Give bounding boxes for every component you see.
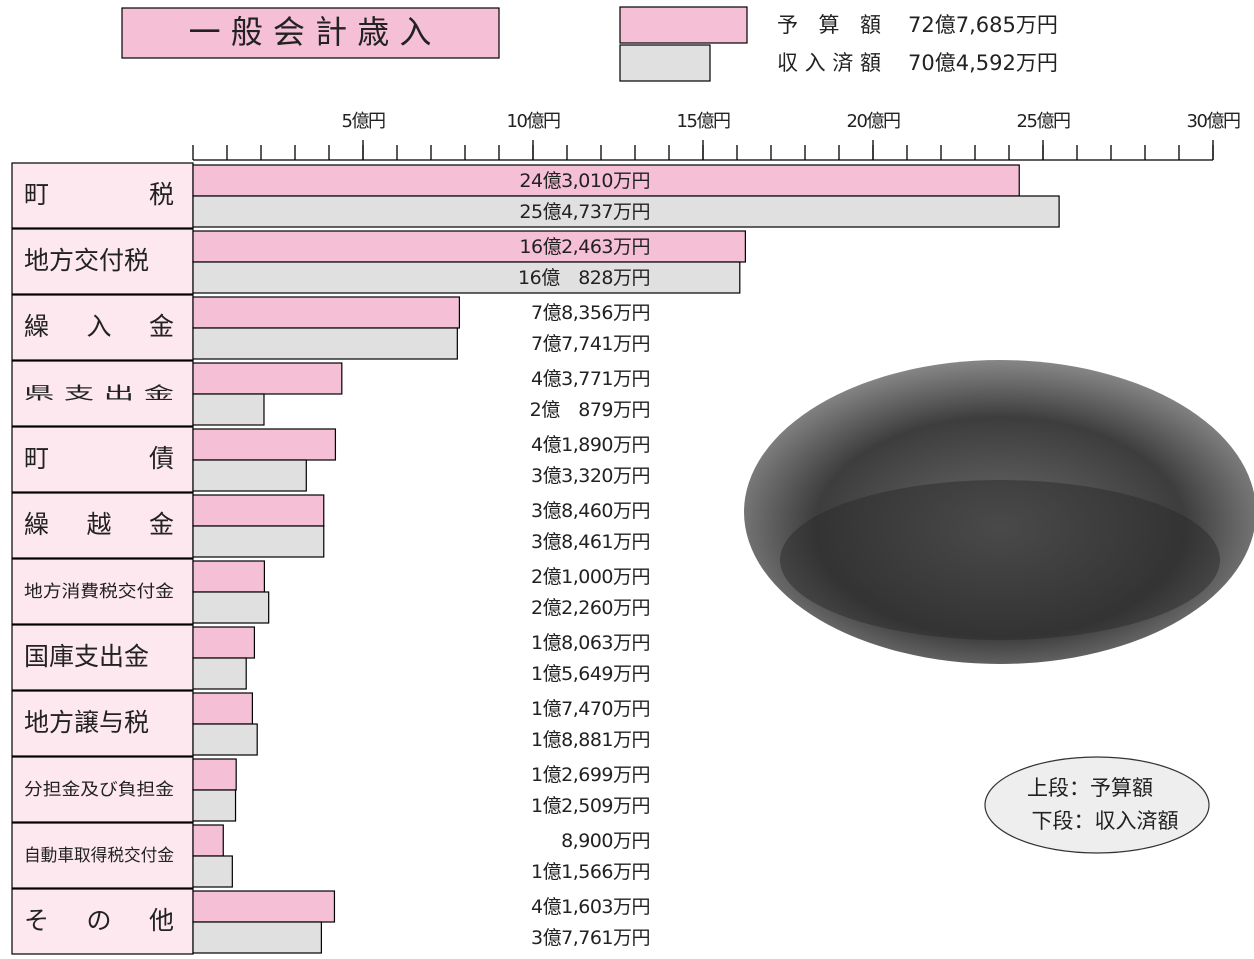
category-label: 町 税 (24, 180, 174, 209)
x-tick-label: 15億円 (677, 111, 730, 132)
bar (193, 790, 236, 821)
bar (193, 297, 459, 328)
value-label: 1億2,699万円 (531, 764, 650, 786)
legend-swatch (620, 45, 710, 81)
category-label: 地方交付税 (24, 246, 149, 275)
legend-swatch (620, 7, 747, 43)
bar (193, 394, 264, 425)
chart-title: 一 般 会 計 歳 入 (189, 13, 432, 51)
value-label: 3億8,461万円 (531, 531, 650, 553)
category-label: 地方譲与税 (24, 708, 149, 737)
bar (193, 262, 740, 293)
bar (193, 561, 264, 592)
legend-label: 予 算 額 (777, 13, 881, 37)
value-label: 7億7,741万円 (531, 333, 650, 355)
category-label: 国庫支出金 (24, 642, 149, 671)
value-label: 7億8,356万円 (531, 302, 650, 324)
bar (193, 856, 232, 887)
category-label: 繰 越 金 (24, 510, 174, 539)
category-label: そ の 他 (24, 906, 174, 935)
bar (193, 328, 457, 359)
category-label: 自動車取得税交付金 (24, 846, 174, 866)
value-label: 1億5,649万円 (531, 663, 650, 685)
category-label: 町 債 (24, 444, 174, 473)
value-label: 1億7,470万円 (531, 698, 650, 720)
legend-label: 収入済額 (777, 51, 881, 75)
x-tick-label: 10億円 (507, 111, 560, 132)
chart: 一 般 会 計 歳 入 上段：予算額 下段：収入済額 予 算 額 72億7,685… (0, 0, 1254, 959)
bar (193, 495, 324, 526)
x-tick-label: 30億円 (1187, 111, 1240, 132)
annotation: 上段：予算額 (1027, 776, 1153, 800)
bar (193, 363, 342, 394)
photo-crowd (780, 480, 1220, 640)
value-label: 25億4,737万円 (519, 201, 650, 223)
value-label: 4億3,771万円 (531, 368, 650, 390)
value-label: 3億8,460万円 (531, 500, 650, 522)
value-label: 1億8,063万円 (531, 632, 650, 654)
bar (193, 759, 236, 790)
bar (193, 922, 321, 953)
category-label: 繰 入 金 (24, 312, 174, 341)
bar (193, 825, 223, 856)
bar (193, 693, 252, 724)
bar (193, 429, 335, 460)
x-tick-label: 5億円 (342, 111, 385, 132)
value-label: 2億2,260万円 (531, 597, 650, 619)
annotation-box (985, 757, 1209, 853)
value-label: 1億1,566万円 (531, 861, 650, 883)
value-label: 2億 879万円 (530, 399, 650, 421)
x-tick-label: 20億円 (847, 111, 900, 132)
value-label: 1億8,881万円 (531, 729, 650, 751)
category-label: 分担金及び負担金 (24, 780, 174, 800)
value-label: 3億7,761万円 (531, 927, 650, 949)
bar (193, 891, 334, 922)
bar (193, 724, 257, 755)
value-label: 24億3,010万円 (519, 170, 650, 192)
x-tick-label: 25億円 (1017, 111, 1070, 132)
value-label: 8,900万円 (561, 830, 650, 852)
category-label: 県 支 出 金 (24, 384, 174, 404)
value-label: 2億1,000万円 (531, 566, 650, 588)
value-label: 4億1,603万円 (531, 896, 650, 918)
annotation: 下段：収入済額 (1032, 809, 1179, 833)
bar (193, 460, 306, 491)
bar (193, 627, 254, 658)
bar (193, 658, 246, 689)
category-label: 地方消費税交付金 (24, 582, 174, 602)
value-label: 3億3,320万円 (531, 465, 650, 487)
bar (193, 592, 269, 623)
value-label: 16億2,463万円 (519, 236, 650, 258)
value-label: 4億1,890万円 (531, 434, 650, 456)
value-label: 16億 828万円 (518, 267, 650, 289)
legend-total: 72億7,685万円 (908, 13, 1058, 37)
bar (193, 526, 324, 557)
value-label: 1億2,509万円 (531, 795, 650, 817)
bar (193, 231, 745, 262)
legend-total: 70億4,592万円 (908, 51, 1058, 75)
